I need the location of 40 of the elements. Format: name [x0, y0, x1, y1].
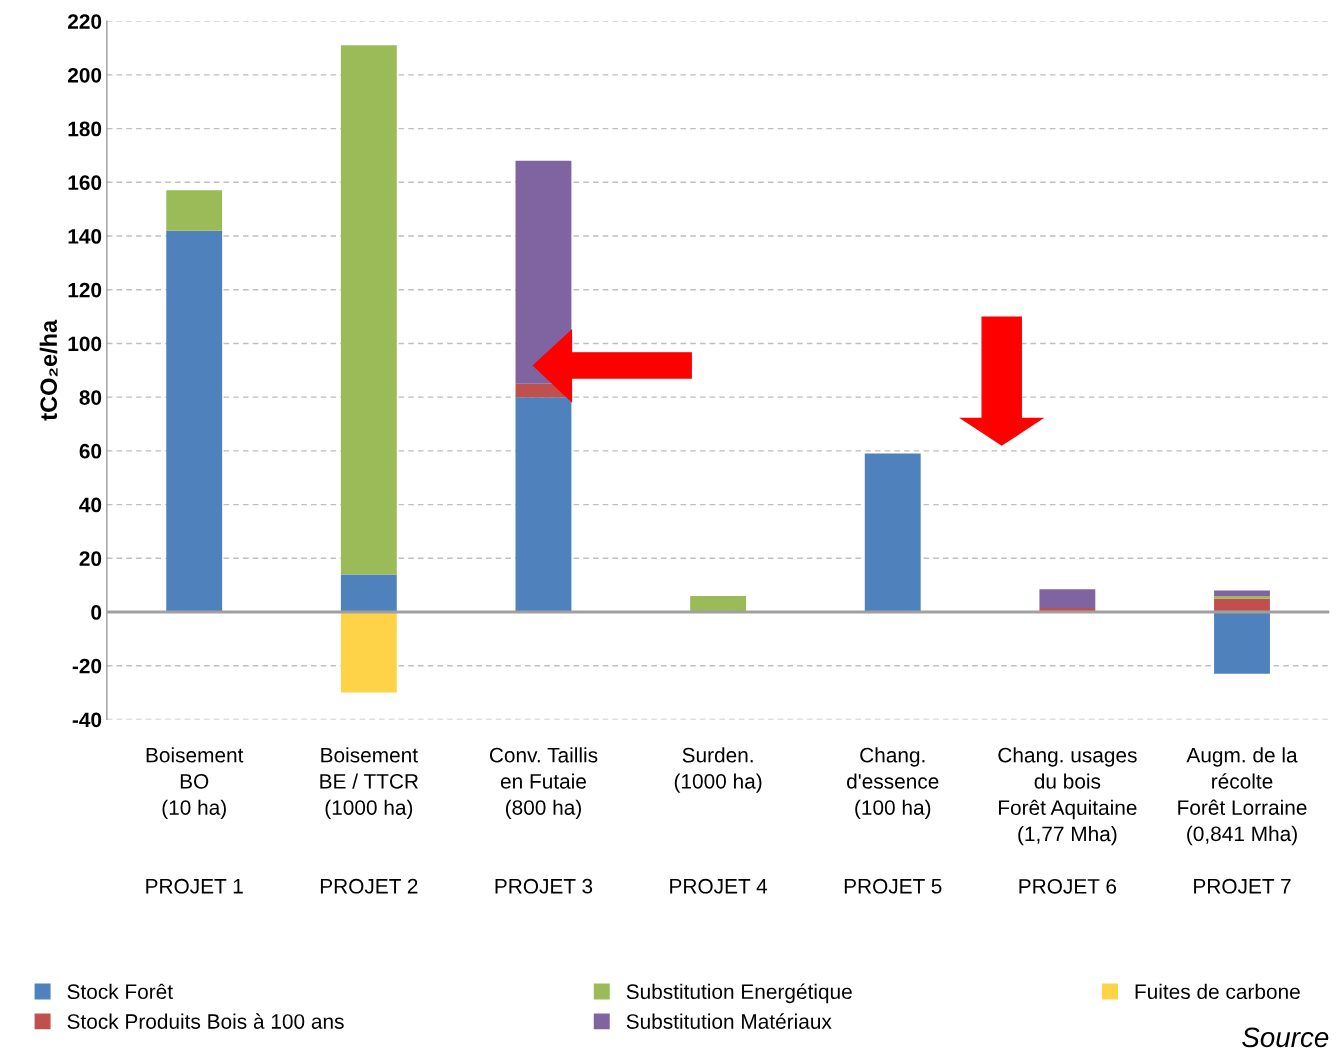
legend-label: Fuites de carbone	[1135, 983, 1300, 1000]
y-tick-label: 80	[79, 390, 102, 405]
bar	[340, 574, 397, 613]
category-label: Surden. (1000 ha) PROJET 4	[670, 747, 768, 894]
category-label: Conv. Taillis en Futaie (800 ha) PROJET 3	[489, 747, 598, 894]
category-label: Boisement BO (10 ha) PROJET 1	[146, 747, 244, 894]
category-label: Augm. de la récolte Forêt Lorraine (0,841 Mha) PROJET 7	[1178, 747, 1307, 894]
y-tick-label: -20	[72, 658, 102, 674]
text: Source	[1242, 1027, 1329, 1048]
legend-label: Stock Produits Bois à 100 ans	[67, 1013, 344, 1029]
bar	[1039, 589, 1096, 608]
y-tick-label: 220	[67, 14, 102, 29]
legend-label: Substitution Energétique	[626, 983, 852, 1004]
y-tick-label: -40	[72, 712, 102, 728]
bar	[340, 612, 397, 693]
bar	[166, 230, 223, 613]
bar	[340, 45, 397, 575]
bar	[690, 595, 747, 613]
y-tick-label: 200	[67, 67, 102, 83]
y-tick-label: 0	[91, 605, 102, 620]
category-label: Chang. usages du bois Forêt Aquitaine (1,77 Mha) PROJET 6	[998, 747, 1137, 894]
bar	[1214, 595, 1270, 599]
bar	[1214, 598, 1270, 613]
bar	[166, 190, 223, 231]
y-tick-label: 40	[79, 497, 102, 513]
y-tick-label: 160	[68, 175, 102, 191]
y-axis-title: tCO₂e/ha	[39, 319, 58, 421]
y-tick-label: 20	[79, 551, 102, 567]
legend-label: Stock Forêt	[67, 983, 173, 1000]
y-tick-label: 100	[68, 336, 102, 352]
bar	[864, 453, 921, 613]
y-tick-label: 120	[68, 282, 102, 298]
bar	[1214, 612, 1270, 674]
category-label: Boisement BE / TTCR (1000 ha) PROJET 2	[320, 747, 419, 894]
y-tick-label: 140	[68, 229, 102, 244]
bar	[1214, 590, 1270, 596]
y-tick-label: 180	[68, 121, 102, 137]
category-label: Chang. d'essence (100 ha) PROJET 5	[844, 747, 942, 894]
legend-label: Substitution Matériaux	[626, 1013, 832, 1029]
y-tick-label: 60	[79, 443, 102, 459]
